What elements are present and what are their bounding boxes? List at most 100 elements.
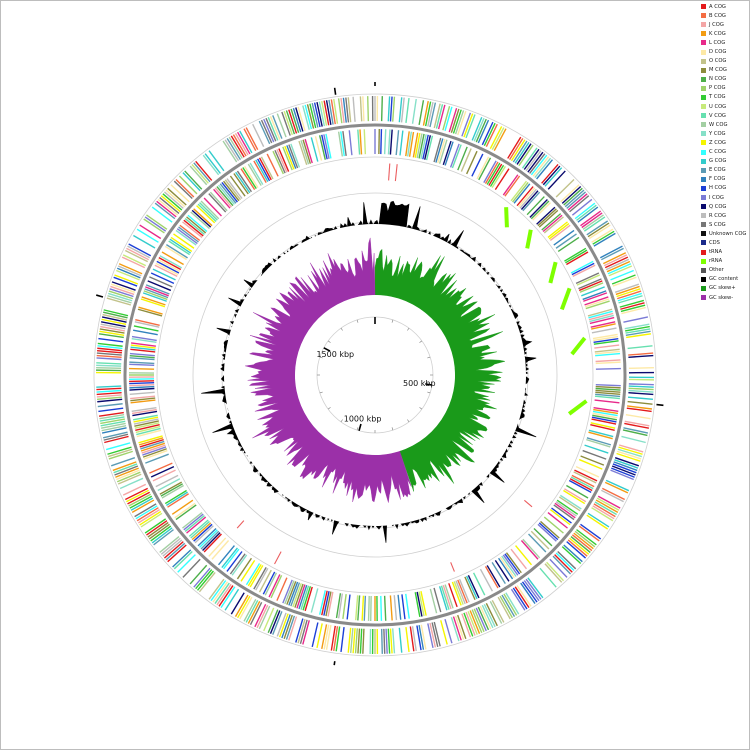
forward-gene-mark (117, 473, 142, 485)
legend-item: D COG (701, 47, 750, 56)
reverse-gene-mark (543, 216, 564, 234)
legend-swatch (701, 158, 706, 164)
forward-gene-mark (135, 505, 158, 520)
reverse-gene-mark (489, 164, 505, 187)
forward-gene-mark (616, 288, 641, 298)
forward-gene-mark (330, 99, 336, 125)
reverse-gene-mark (580, 455, 605, 466)
forward-gene-mark (620, 304, 646, 313)
reverse-gene-mark (253, 567, 267, 590)
forward-gene-mark (571, 534, 593, 552)
forward-gene-mark (581, 212, 603, 229)
forward-gene-mark (110, 283, 136, 293)
forward-gene-mark (306, 104, 315, 129)
reverse-gene-mark (590, 422, 616, 429)
reverse-gene-mark (538, 209, 559, 228)
reverse-gene-mark (142, 448, 167, 458)
reverse-gene-mark (191, 522, 212, 541)
forward-gene-mark (148, 523, 170, 540)
reverse-gene-mark (140, 442, 166, 452)
forward-gene-mark (222, 140, 238, 163)
reverse-gene-mark (266, 153, 279, 177)
reverse-gene-mark (184, 217, 205, 235)
scale-tick-label: 500 kbp (403, 379, 436, 388)
legend-swatch (701, 285, 706, 291)
forward-gene-mark (101, 316, 127, 323)
reverse-gene-mark (129, 363, 155, 367)
reverse-gene-mark (233, 173, 249, 195)
legend-swatch (701, 58, 706, 64)
reverse-gene-mark (137, 308, 163, 317)
reverse-gene-mark (141, 296, 166, 306)
forward-gene-mark (97, 398, 123, 403)
forward-gene-mark (422, 100, 429, 126)
forward-gene-mark (610, 469, 634, 481)
reverse-gene-mark (549, 508, 571, 526)
forward-gene-mark (427, 101, 434, 127)
forward-gene-mark (335, 626, 341, 652)
forward-gene-mark (239, 596, 253, 620)
reverse-gene-mark (236, 170, 252, 193)
forward-gene-mark (525, 578, 542, 600)
legend-item: S COG (701, 220, 750, 229)
reverse-gene-mark (222, 180, 240, 202)
reverse-gene-mark (321, 134, 328, 160)
forward-gene-mark (96, 385, 122, 388)
forward-gene-mark (389, 628, 393, 654)
forward-gene-mark (237, 595, 251, 619)
reverse-gene-mark (130, 344, 156, 349)
reverse-gene-mark (130, 395, 156, 400)
forward-gene-mark (566, 541, 587, 559)
reverse-gene-mark (575, 272, 600, 284)
reverse-gene-mark (389, 595, 393, 621)
forward-gene-mark (612, 463, 637, 474)
reverse-gene-mark (335, 593, 342, 619)
reverse-gene-mark (286, 581, 297, 605)
forward-gene-mark (173, 180, 193, 200)
forward-gene-mark (411, 626, 417, 652)
forward-gene-mark (182, 172, 201, 192)
forward-gene-mark (611, 465, 636, 476)
forward-gene-mark (616, 452, 641, 462)
reverse-gene-mark (501, 555, 517, 577)
reverse-gene-mark (262, 571, 276, 595)
forward-gene-mark (628, 352, 654, 356)
forward-gene-mark (162, 193, 183, 211)
reverse-gene-mark (395, 130, 400, 156)
legend-swatch (701, 13, 706, 19)
reverse-gene-mark (406, 131, 413, 157)
forward-gene-mark (267, 609, 279, 634)
forward-gene-mark (220, 586, 236, 609)
forward-gene-mark (269, 610, 281, 634)
forward-gene-mark (116, 267, 141, 279)
reverse-gene-mark (569, 478, 593, 492)
forward-gene-mark (627, 396, 653, 401)
forward-gene-mark (96, 366, 122, 370)
forward-gene-mark (318, 101, 326, 127)
forward-gene-mark (605, 479, 630, 492)
scale-minor-tick (427, 391, 431, 394)
forward-gene-mark (249, 602, 263, 625)
scale-minor-tick (327, 407, 331, 410)
reverse-gene-mark (170, 236, 193, 252)
reverse-gene-mark (142, 446, 167, 456)
reverse-gene-mark (166, 244, 188, 259)
reverse-gene-mark (149, 276, 173, 288)
legend-item: tRNA (701, 248, 750, 257)
outer-position-mark (333, 661, 336, 666)
reverse-gene-mark (590, 321, 616, 328)
legend-item: U COG (701, 102, 750, 111)
legend-label: Unknown COG (709, 230, 747, 237)
forward-gene-mark (102, 431, 128, 439)
forward-gene-mark (243, 128, 257, 152)
reverse-gene-mark (575, 466, 600, 478)
forward-gene-mark (208, 150, 225, 172)
scale-minor-tick (427, 356, 431, 359)
reverse-gene-mark (240, 168, 256, 191)
forward-gene-mark (514, 141, 530, 164)
reverse-gene-mark (176, 228, 198, 245)
forward-gene-mark (625, 330, 651, 336)
forward-gene-mark (281, 614, 291, 639)
reverse-gene-mark (553, 229, 575, 246)
reverse-gene-mark (566, 484, 589, 499)
